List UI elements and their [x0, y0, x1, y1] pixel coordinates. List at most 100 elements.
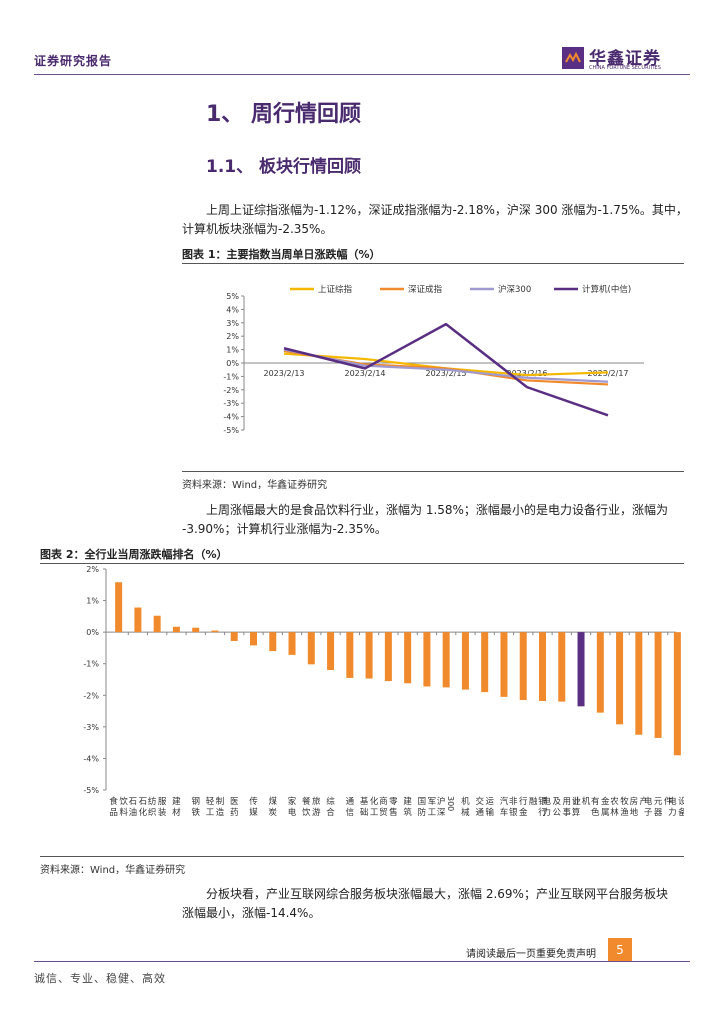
x-tick-label-26: 属 — [601, 808, 610, 818]
bar-9 — [269, 632, 277, 652]
x-tick-label-2: 化 — [139, 807, 148, 818]
x-tick-label-17: 防 — [418, 807, 427, 818]
bar-22 — [519, 632, 527, 701]
bar-18 — [442, 632, 450, 688]
bar-8 — [250, 632, 257, 646]
line-chart: 5% 4% 3% 2% 1% 0% -1% -2% -3% -4% -5% 2023/2/13 2023… — [223, 284, 644, 435]
x-tick-label-29: 器 — [654, 808, 663, 818]
y-tick-label: 1% — [226, 346, 239, 355]
bar-25 — [577, 632, 585, 707]
x-tick-label-28: 房 — [630, 796, 639, 807]
x-tick-label-26: 色 — [591, 807, 600, 818]
x-tick-label-3: 纺 — [148, 796, 157, 807]
x-tick-label-17: 国 — [418, 797, 427, 807]
bar-11 — [307, 632, 315, 665]
logo-english: CHINA FORTUNE SECURITIES — [589, 65, 661, 71]
x-tick-label-19: 机 — [461, 796, 470, 807]
bar-10 — [288, 632, 296, 655]
y-tick-label: -2% — [83, 691, 99, 700]
y-tick-label: 4% — [226, 305, 239, 314]
x-tick-label-1: 饮 — [119, 796, 128, 807]
x-tick-label-28: 产 — [640, 796, 649, 807]
x-tick-label-6: 工 — [206, 808, 215, 818]
x-tick-label-6: 制 — [216, 796, 225, 807]
paragraph-3-line-1: 分板块看，产业互联网综合服务板块涨幅最大，涨幅 2.69%；产业互联网平台服务板… — [206, 887, 668, 901]
x-tick-label-15: 商 — [379, 796, 388, 807]
bar-13 — [346, 632, 354, 678]
x-tick-label-30: 电 — [668, 796, 677, 807]
footer-divider — [34, 961, 690, 962]
bar-1 — [115, 582, 123, 633]
bar-27 — [616, 632, 624, 725]
x-tick-label-27: 渔 — [620, 807, 629, 818]
company-logo: 华鑫证券 CHINA FORTUNE SECURITIES — [562, 44, 692, 72]
bar-21 — [500, 632, 508, 697]
x-tick-label-27: 农 — [610, 796, 619, 807]
figure-2-source: 资料来源：Wind，华鑫证券研究 — [40, 865, 186, 876]
x-tick-label-3: 织 — [148, 807, 157, 818]
x-tick-label-11: 旅 — [312, 796, 321, 807]
x-tick-label-24: 公 — [553, 808, 562, 818]
bar-19 — [461, 632, 469, 690]
x-tick-label-25: 算 — [572, 807, 581, 818]
bar-16 — [404, 632, 412, 684]
x-tick-label-15: 零 — [389, 797, 398, 807]
series-line-4 — [283, 322, 609, 417]
paragraph-1-line-1: 上周上证综指涨幅为-1.12%，深证成指涨幅为-2.18%，沪深 300 涨幅为… — [206, 203, 688, 217]
x-tick-label-23: 银 — [538, 796, 547, 807]
x-tick-label-22: 非 — [509, 796, 518, 807]
x-tick-label-24: 力 — [543, 807, 552, 818]
x-tick-label-17: 工 — [428, 808, 437, 818]
y-tick-label: -3% — [83, 723, 99, 732]
bar-20 — [481, 632, 489, 693]
x-tick-label-7: 药 — [230, 807, 239, 818]
bar-30 — [673, 632, 681, 756]
x-tick-label-29: 元 — [654, 797, 663, 807]
paragraph-3-line-2: 涨幅最小，涨幅-14.4%。 — [182, 906, 321, 920]
y-tick-label: 2% — [86, 565, 99, 574]
x-tick-label-12: 综 — [326, 796, 335, 807]
x-tick-label-15: 售 — [389, 807, 398, 818]
x-tick-label: 2023/2/17 — [587, 369, 628, 378]
x-tick-label-22: 融 — [529, 796, 538, 807]
x-tick-label-1: 品 — [109, 808, 118, 818]
x-tick-label-14: 基 — [360, 796, 369, 807]
bar-12 — [327, 632, 335, 671]
x-tick-label-20: 交 — [475, 796, 484, 807]
x-tick-label-26: 金 — [601, 796, 610, 807]
figure-1-bottom-rule — [182, 471, 684, 472]
x-tick-label-27: 林 — [610, 807, 619, 818]
x-tick-label-24: 及 — [553, 797, 562, 807]
x-tick-label-2: 石 — [129, 797, 138, 807]
x-tick-label-8: 传 — [249, 796, 258, 807]
x-tick-label-3: 装 — [158, 807, 167, 818]
x-tick-label-22: 行 — [519, 796, 528, 807]
y-tick-label: -2% — [223, 386, 239, 395]
x-tick-label-16: 筑 — [403, 807, 412, 818]
x-tick-label-27: 牧 — [620, 796, 629, 807]
x-tick-label-30: 设 — [678, 796, 684, 807]
x-tick-label-15: 贸 — [379, 807, 388, 818]
x-tick-label-29: 件 — [664, 796, 673, 807]
x-tick-label-14: 化 — [370, 796, 379, 807]
x-tick-label-17: 军 — [428, 797, 437, 807]
figure-2-bottom-rule — [40, 856, 684, 857]
header-divider — [34, 74, 690, 75]
bar-2 — [134, 607, 142, 633]
x-tick-label-28: 地 — [630, 807, 639, 818]
legend-label: 深证成指 — [408, 284, 443, 295]
x-tick-label-24: 业 — [573, 796, 582, 807]
x-tick-label-10: 电 — [288, 807, 297, 818]
y-tick-label: -3% — [223, 399, 239, 408]
x-tick-label-24: 电 — [543, 796, 552, 807]
y-tick-label: -1% — [223, 372, 239, 381]
bar-6 — [211, 630, 219, 633]
bar-4 — [172, 626, 180, 633]
paragraph-2-line-1: 上周涨幅最大的是食品饮料行业，涨幅为 1.58%；涨幅最小的是电力设备行业，涨幅… — [206, 503, 668, 517]
figure-1-title: 图表 1：主要指数当周单日涨跌幅（%） — [182, 248, 381, 261]
legend-label: 沪深300 — [498, 284, 531, 295]
y-tick-label: -4% — [223, 413, 239, 422]
x-tick-label-12: 合 — [326, 807, 335, 818]
bar-15 — [384, 632, 392, 682]
x-tick-label-11: 饮 — [302, 807, 311, 818]
